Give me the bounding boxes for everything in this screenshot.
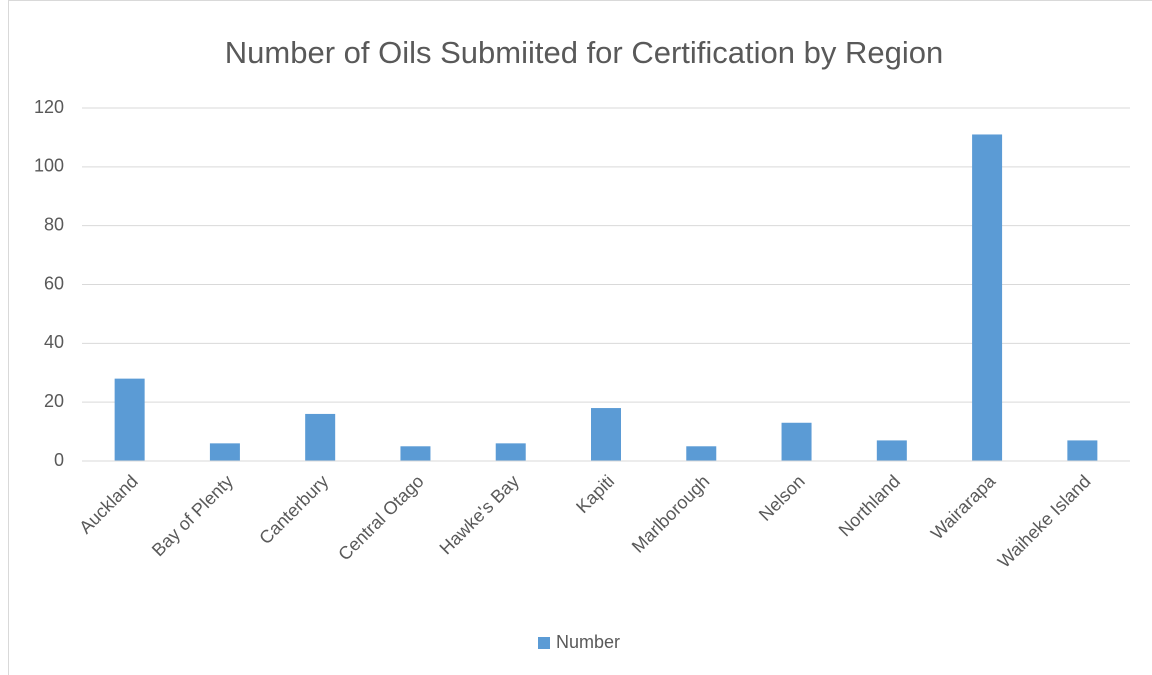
bar xyxy=(114,378,145,461)
bar xyxy=(591,408,621,461)
legend-label: Number xyxy=(556,632,620,652)
y-tick-label: 20 xyxy=(44,391,64,411)
y-tick-label: 80 xyxy=(44,214,64,234)
y-tick-label: 100 xyxy=(34,156,64,176)
bar xyxy=(495,443,526,461)
bar xyxy=(876,440,907,461)
bar xyxy=(1067,440,1098,461)
bar xyxy=(972,134,1003,461)
y-tick-label: 40 xyxy=(44,332,64,352)
bar xyxy=(400,446,431,461)
bar xyxy=(305,413,336,461)
chart-border xyxy=(8,0,1152,675)
bar xyxy=(686,446,717,461)
bar xyxy=(209,443,240,461)
bar xyxy=(781,422,812,461)
y-tick-label: 120 xyxy=(34,97,64,117)
legend-swatch xyxy=(538,637,550,649)
y-tick-label: 60 xyxy=(44,273,64,293)
chart-title: Number of Oils Submiited for Certificati… xyxy=(225,35,943,70)
y-tick-label: 0 xyxy=(54,450,64,470)
